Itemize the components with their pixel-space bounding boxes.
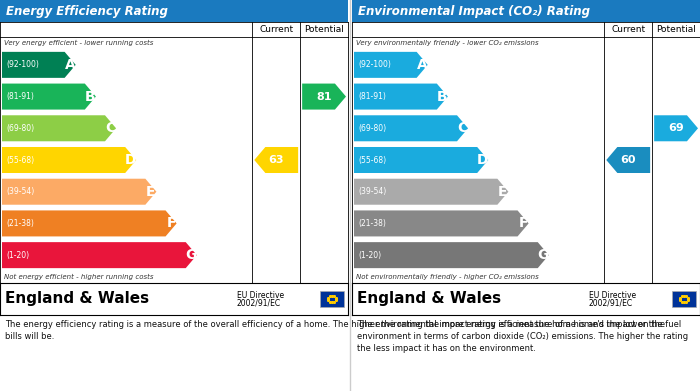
- Text: Energy Efficiency Rating: Energy Efficiency Rating: [6, 5, 168, 18]
- Polygon shape: [2, 147, 136, 173]
- Text: (39-54): (39-54): [358, 187, 386, 196]
- Text: A: A: [65, 58, 76, 72]
- Text: 81: 81: [316, 91, 332, 102]
- Polygon shape: [354, 84, 448, 109]
- Text: C: C: [457, 121, 468, 135]
- Polygon shape: [354, 52, 428, 78]
- Polygon shape: [302, 84, 346, 109]
- Text: (21-38): (21-38): [358, 219, 386, 228]
- Text: Very environmentally friendly - lower CO₂ emissions: Very environmentally friendly - lower CO…: [356, 40, 538, 46]
- Text: England & Wales: England & Wales: [5, 292, 149, 307]
- Text: Current: Current: [611, 25, 645, 34]
- Polygon shape: [354, 115, 468, 141]
- Text: C: C: [106, 121, 116, 135]
- Polygon shape: [2, 115, 116, 141]
- Text: A: A: [416, 58, 428, 72]
- Polygon shape: [354, 242, 549, 268]
- Text: (21-38): (21-38): [6, 219, 34, 228]
- Text: Very energy efficient - lower running costs: Very energy efficient - lower running co…: [4, 40, 153, 46]
- Text: 2002/91/EC: 2002/91/EC: [589, 298, 633, 307]
- Text: (1-20): (1-20): [358, 251, 381, 260]
- Bar: [0, 37, 348, 283]
- Polygon shape: [2, 179, 156, 205]
- Polygon shape: [2, 210, 176, 237]
- Text: D: D: [125, 153, 136, 167]
- Bar: [352, 37, 700, 283]
- Text: G: G: [538, 248, 549, 262]
- Text: Potential: Potential: [656, 25, 696, 34]
- Text: Not energy efficient - higher running costs: Not energy efficient - higher running co…: [4, 274, 153, 280]
- Polygon shape: [254, 147, 298, 173]
- Text: (1-20): (1-20): [6, 251, 29, 260]
- Text: 63: 63: [269, 155, 284, 165]
- Text: Potential: Potential: [304, 25, 344, 34]
- Text: The environmental impact rating is a measure of a home's impact on the environme: The environmental impact rating is a mea…: [357, 320, 688, 353]
- Text: (55-68): (55-68): [6, 156, 34, 165]
- Text: F: F: [167, 217, 176, 230]
- Polygon shape: [654, 115, 698, 141]
- Polygon shape: [354, 179, 508, 205]
- Bar: [352, 283, 700, 315]
- Polygon shape: [354, 147, 488, 173]
- Text: (55-68): (55-68): [358, 156, 386, 165]
- Text: England & Wales: England & Wales: [357, 292, 501, 307]
- Text: (81-91): (81-91): [6, 92, 34, 101]
- Bar: [320, 291, 344, 307]
- Text: (92-100): (92-100): [6, 60, 39, 69]
- Text: EU Directive: EU Directive: [237, 291, 284, 300]
- Bar: [672, 291, 696, 307]
- Text: (92-100): (92-100): [358, 60, 391, 69]
- Polygon shape: [2, 242, 197, 268]
- Text: B: B: [437, 90, 448, 104]
- Text: F: F: [518, 217, 528, 230]
- Text: (39-54): (39-54): [6, 187, 34, 196]
- Text: D: D: [477, 153, 489, 167]
- Bar: [0, 0, 348, 22]
- Bar: [352, 22, 700, 37]
- Text: G: G: [186, 248, 197, 262]
- Bar: [0, 283, 348, 315]
- Text: 69: 69: [668, 123, 684, 133]
- Text: Not environmentally friendly - higher CO₂ emissions: Not environmentally friendly - higher CO…: [356, 274, 539, 280]
- Text: E: E: [498, 185, 508, 199]
- Text: The energy efficiency rating is a measure of the overall efficiency of a home. T: The energy efficiency rating is a measur…: [5, 320, 681, 341]
- Text: (69-80): (69-80): [6, 124, 34, 133]
- Text: EU Directive: EU Directive: [589, 291, 636, 300]
- Polygon shape: [2, 52, 76, 78]
- Text: B: B: [85, 90, 96, 104]
- Text: 2002/91/EC: 2002/91/EC: [237, 298, 281, 307]
- Text: (81-91): (81-91): [358, 92, 386, 101]
- Text: Current: Current: [259, 25, 293, 34]
- Polygon shape: [354, 210, 528, 237]
- Polygon shape: [2, 84, 96, 109]
- Text: E: E: [146, 185, 155, 199]
- Polygon shape: [606, 147, 650, 173]
- Bar: [0, 22, 348, 37]
- Text: 60: 60: [620, 155, 636, 165]
- Bar: [352, 0, 700, 22]
- Text: Environmental Impact (CO₂) Rating: Environmental Impact (CO₂) Rating: [358, 5, 590, 18]
- Text: (69-80): (69-80): [358, 124, 386, 133]
